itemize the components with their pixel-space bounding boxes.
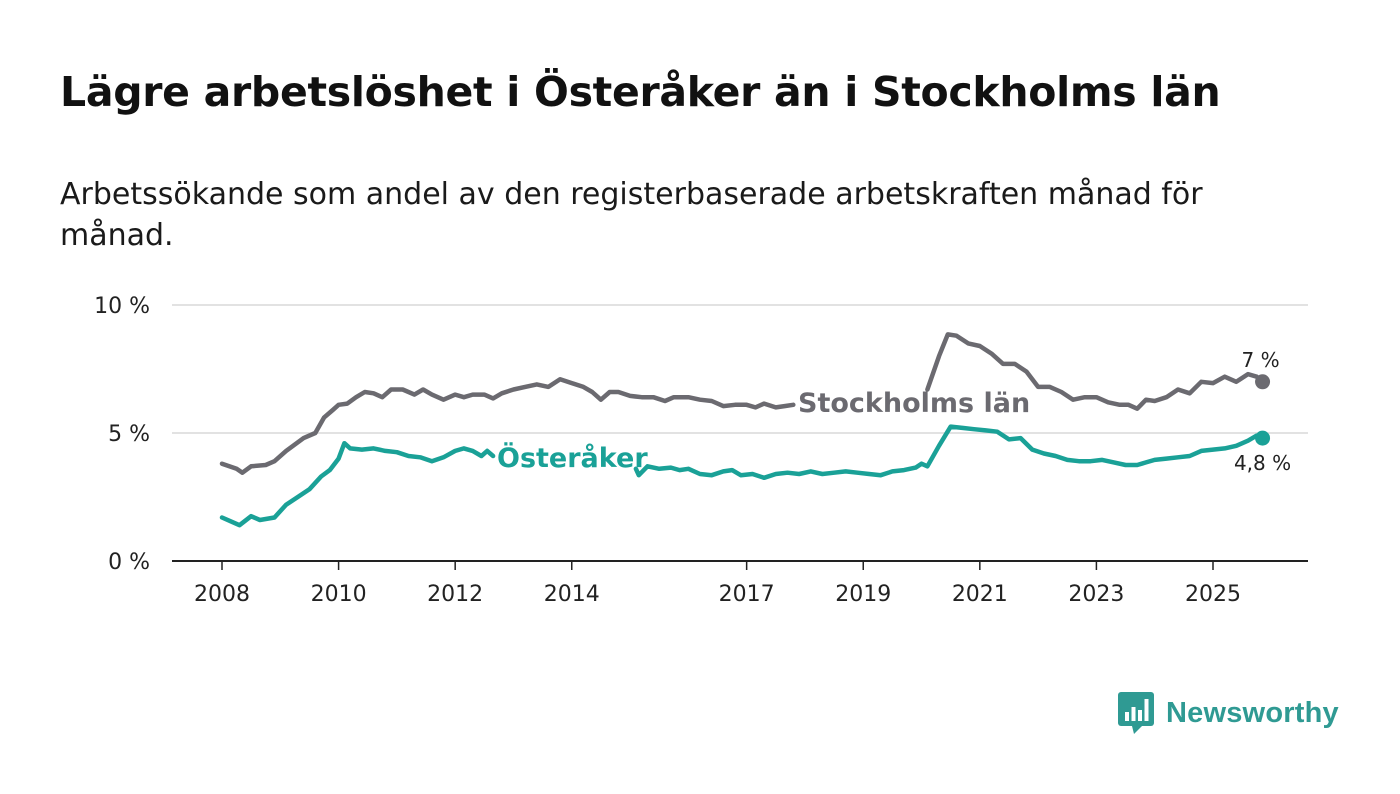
series-label: Stockholms län bbox=[798, 388, 1030, 419]
series-label: Österåker bbox=[497, 441, 648, 474]
chart-subtitle: Arbetssökande som andel av den registerb… bbox=[60, 177, 1203, 254]
y-tick-label: 0 % bbox=[108, 550, 150, 575]
x-tick-label: 2010 bbox=[311, 582, 367, 607]
brand-name: Newsworthy bbox=[1166, 696, 1339, 729]
series-lines bbox=[219, 332, 1271, 528]
x-tick-label: 2008 bbox=[194, 582, 250, 607]
x-tick-label: 2025 bbox=[1185, 582, 1241, 607]
x-tick-label: 2023 bbox=[1068, 582, 1124, 607]
x-tick-label: 2014 bbox=[544, 582, 600, 607]
series-end-dot bbox=[1255, 430, 1271, 446]
series-line-osteraker bbox=[633, 424, 1265, 481]
x-tick-label: 2019 bbox=[835, 582, 891, 607]
x-tick-label: 2021 bbox=[952, 582, 1008, 607]
brand-logo: Newsworthy bbox=[1118, 690, 1339, 736]
series-end-dot bbox=[1255, 374, 1271, 390]
x-tick-label: 2017 bbox=[719, 582, 775, 607]
series-line-osteraker bbox=[219, 440, 496, 528]
chart-title: Lägre arbetslöshet i Österåker än i Stoc… bbox=[60, 68, 1221, 116]
series-line-stockholms-lan bbox=[925, 332, 1265, 411]
series-labels: Stockholms län 7 % Österåker 4,8 % bbox=[497, 348, 1291, 475]
newsworthy-logo-icon bbox=[1118, 692, 1154, 734]
y-tick-label: 5 % bbox=[108, 422, 150, 447]
series-line-stockholms-lan bbox=[219, 376, 796, 475]
gridlines bbox=[172, 304, 1308, 562]
y-tick-label: 10 % bbox=[94, 294, 150, 319]
series-end-label: 4,8 % bbox=[1234, 451, 1291, 475]
series-end-label: 7 % bbox=[1242, 348, 1280, 372]
x-tick-label: 2012 bbox=[427, 582, 483, 607]
x-axis: 0 % 5 % 10 % 2008 2010 2012 2014 2017 2019 2021 20… bbox=[94, 294, 1241, 607]
